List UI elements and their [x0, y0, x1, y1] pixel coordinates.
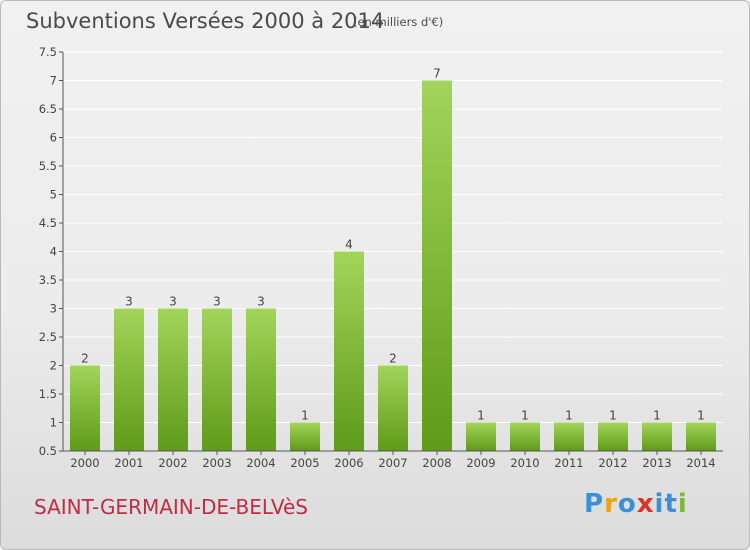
bars — [70, 80, 716, 451]
logo-letter: P — [584, 489, 605, 519]
y-tick-label: 4 — [50, 245, 57, 259]
logo-letter: t — [664, 489, 678, 519]
data-label: 2 — [81, 352, 89, 366]
x-tick-label: 2011 — [554, 456, 583, 470]
x-tick-label: 2014 — [686, 456, 715, 470]
axes — [59, 51, 723, 455]
logo-letter: r — [604, 489, 618, 519]
data-label: 1 — [477, 409, 485, 423]
bar — [686, 422, 716, 451]
y-tick-label: 7.5 — [39, 45, 57, 59]
chart-title: Subventions Versées 2000 à 2014 — [26, 9, 385, 33]
bar — [114, 308, 144, 451]
x-tick-label: 2004 — [246, 456, 275, 470]
bar — [554, 422, 584, 451]
logo-letter: i — [677, 489, 688, 519]
bar — [642, 422, 672, 451]
y-tick-label: 7 — [50, 74, 57, 88]
y-tick-label: 3.5 — [39, 273, 57, 287]
logo-letter: o — [617, 489, 637, 519]
x-tick-label: 2009 — [466, 456, 495, 470]
unit-label: (en milliers d'€) — [353, 15, 444, 29]
bar — [246, 308, 276, 451]
y-tick-label: 6.5 — [39, 102, 57, 116]
x-tick-label: 2007 — [378, 456, 407, 470]
bar — [70, 365, 100, 451]
data-label: 2 — [389, 352, 397, 366]
data-label: 7 — [433, 67, 441, 81]
y-tick-label: 1.5 — [39, 387, 57, 401]
y-tick-label: 3 — [50, 302, 57, 316]
x-tick-label: 2012 — [598, 456, 627, 470]
x-tick-label: 2006 — [334, 456, 363, 470]
data-label: 1 — [521, 409, 529, 423]
data-label: 1 — [565, 409, 573, 423]
x-tick-label: 2001 — [114, 456, 143, 470]
proxiti-logo[interactable]: Proxiti — [584, 489, 688, 519]
x-tick-label: 2005 — [290, 456, 319, 470]
data-label: 1 — [653, 409, 661, 423]
x-tick-label: 2008 — [422, 456, 451, 470]
x-tick-label: 2002 — [158, 456, 187, 470]
bar — [378, 365, 408, 451]
data-label: 1 — [301, 409, 309, 423]
commune-name: SAINT-GERMAIN-DE-BELVèS — [34, 495, 308, 519]
bar — [466, 422, 496, 451]
bar — [334, 251, 364, 451]
data-label: 3 — [169, 295, 177, 309]
y-tick-label: 2.5 — [39, 330, 57, 344]
data-label: 1 — [697, 409, 705, 423]
bar — [158, 308, 188, 451]
bar — [598, 422, 628, 451]
data-label: 3 — [125, 295, 133, 309]
labels: 0.5 1 1.5 2 2.5 3 3.5 4 4.5 5 5.5 6 6.5 7 7.5 2 2000 3 200… — [39, 45, 716, 470]
bar — [290, 422, 320, 451]
bar — [422, 80, 452, 451]
data-label: 3 — [257, 295, 265, 309]
y-tick-label: 2 — [50, 359, 57, 373]
bar — [510, 422, 540, 451]
data-label: 1 — [609, 409, 617, 423]
x-tick-label: 2010 — [510, 456, 539, 470]
x-tick-label: 2000 — [70, 456, 99, 470]
y-tick-label: 6 — [50, 131, 57, 145]
logo-letter: i — [654, 489, 665, 519]
x-tick-label: 2013 — [642, 456, 671, 470]
y-tick-label: 0.5 — [39, 444, 57, 458]
y-tick-label: 5.5 — [39, 159, 57, 173]
y-tick-label: 5 — [50, 188, 57, 202]
y-tick-label: 4.5 — [39, 216, 57, 230]
logo-letter: x — [636, 489, 655, 519]
x-tick-label: 2003 — [202, 456, 231, 470]
data-label: 3 — [213, 295, 221, 309]
data-label: 4 — [345, 238, 353, 252]
y-tick-label: 1 — [50, 416, 57, 430]
bar — [202, 308, 232, 451]
